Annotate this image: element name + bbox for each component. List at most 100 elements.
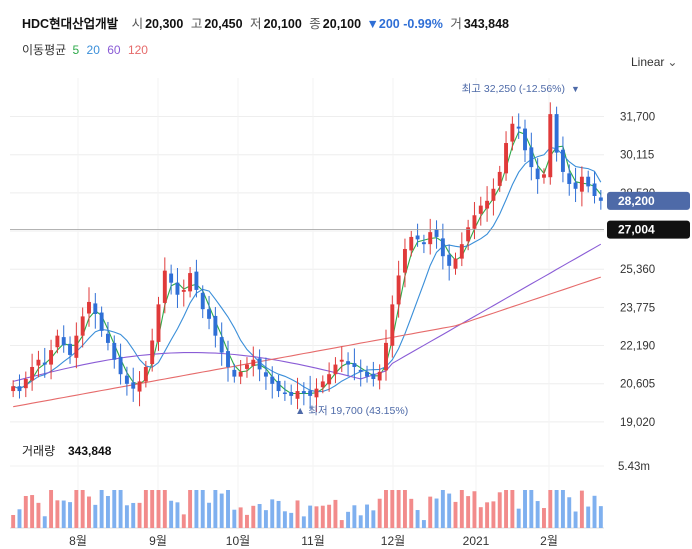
candle-body [472, 215, 477, 229]
x-tick-label: 2021 [463, 534, 490, 548]
ma60-legend[interactable]: 60 [107, 43, 121, 57]
moving-average-legend[interactable]: 이동평균 5 20 60 120 [22, 41, 152, 58]
current-price-text: 28,200 [618, 194, 655, 208]
volume-bar [579, 490, 584, 528]
volume-bar [105, 495, 110, 528]
volume-bar [409, 498, 414, 528]
open-label: 시 [131, 17, 144, 31]
volume-bar [213, 490, 218, 528]
candle-body [560, 149, 565, 172]
volume-bar [74, 490, 79, 528]
candle-body [573, 182, 578, 189]
reference-price-text: 27,004 [618, 223, 655, 237]
volume-bar [440, 490, 445, 528]
volume-bar [55, 500, 60, 528]
volume-bar [200, 490, 205, 528]
candle-body [409, 236, 414, 251]
candle-body [188, 273, 193, 292]
open-value: 20,300 [145, 17, 184, 31]
candle-body [542, 174, 546, 178]
candle-body [396, 275, 401, 305]
candle-body [333, 364, 338, 375]
volume-label: 거 [450, 17, 462, 31]
volume-bar [137, 502, 142, 528]
volume-bar [93, 504, 98, 528]
ma120-legend[interactable]: 120 [127, 43, 148, 57]
candle-body [194, 271, 199, 290]
candle-body [358, 369, 363, 372]
close-value: 20,100 [322, 17, 362, 31]
low-label: 저 [250, 17, 262, 31]
volume-bar [472, 491, 477, 528]
y-tick-label: 22,190 [620, 341, 655, 353]
reference-price-badge [607, 220, 690, 239]
candle-body [346, 361, 351, 365]
volume-bar [219, 493, 224, 528]
volume-bar [358, 515, 363, 528]
scale-selector[interactable]: Linear ⌄ [631, 55, 677, 69]
candle-body [314, 388, 319, 398]
volume-bar [150, 490, 155, 528]
candle-body [156, 304, 161, 342]
candle-body [213, 315, 218, 336]
volume-bar [554, 490, 559, 528]
volume-bar [188, 490, 193, 528]
candle-body [504, 143, 509, 174]
candle-body [510, 123, 515, 142]
candle-body [36, 359, 41, 366]
volume-bar [314, 506, 319, 528]
candle-body [497, 171, 502, 186]
volume-bar [339, 520, 344, 528]
candle-body [11, 386, 16, 392]
candle-body [415, 235, 420, 240]
ma5-line [12, 131, 602, 395]
candle-body [17, 386, 22, 392]
volume-bar [295, 500, 300, 528]
candle-body [485, 200, 490, 209]
volume-bar [592, 495, 597, 528]
candle-body [440, 238, 445, 257]
ma5-legend[interactable]: 5 [72, 43, 80, 57]
volume-bar [245, 514, 249, 528]
candle-body [516, 126, 521, 129]
candle-body [124, 375, 129, 384]
volume-bar [156, 490, 161, 528]
volume-bar [352, 505, 357, 528]
scale-label: Linear [631, 55, 665, 69]
candle-body [68, 343, 72, 355]
candle-body [49, 350, 54, 365]
volume-bar [263, 510, 268, 528]
candle-body [245, 364, 249, 369]
candlesticks [11, 102, 603, 413]
y-tick-label: 30,115 [620, 150, 654, 162]
volume-bar [162, 490, 167, 528]
volume-bar [80, 490, 85, 528]
candle-body [320, 381, 325, 388]
y-tick-label: 31,700 [620, 112, 655, 124]
candle-body [548, 114, 553, 178]
volume-bar [251, 505, 256, 528]
candle-body [61, 337, 66, 346]
candle-body [466, 227, 471, 242]
volume-bar [23, 495, 28, 528]
volume-bar [36, 502, 41, 528]
volume-bar [282, 511, 287, 528]
volume-bar [396, 490, 401, 528]
volume-bar [257, 504, 262, 528]
volume-bar [87, 496, 91, 528]
volume-axis-label: 5.43m [618, 461, 650, 473]
candle-body [131, 382, 136, 389]
volume-bar [560, 490, 565, 528]
volume-bar [421, 520, 426, 528]
volume-bar [453, 501, 458, 528]
candle-body [93, 303, 98, 314]
candle-body [339, 359, 344, 362]
candle-body [390, 304, 395, 346]
ma-legend-label: 이동평균 [22, 43, 67, 57]
candle-body [80, 316, 85, 336]
candle-body [377, 371, 382, 381]
candle-body [421, 242, 426, 245]
candle-body [276, 380, 281, 392]
ma20-legend[interactable]: 20 [86, 43, 100, 57]
